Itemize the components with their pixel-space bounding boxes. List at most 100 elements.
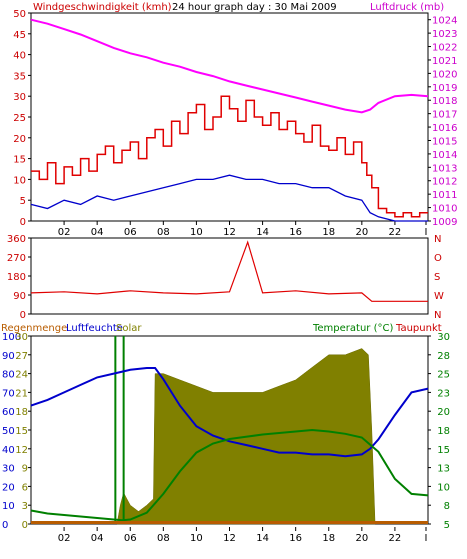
solar-tick-label: 27 [15, 351, 28, 362]
panel3-series [30, 336, 429, 525]
y2-tick-label: 1024 [432, 16, 457, 27]
panel3-dewpoint-label: Taupunkt [395, 323, 442, 334]
y-tick-label: 15 [13, 155, 26, 166]
dir-tick-label: 180 [7, 272, 26, 283]
panel1-left-label: Windgeschwindigkeit (kmh) [33, 2, 172, 13]
hum-tick-label: 0 [2, 520, 8, 531]
solar-tick-label: 30 [15, 332, 28, 343]
solar-tick-label: 9 [22, 464, 28, 475]
hum-tick-label: 40 [2, 445, 15, 456]
hour-tick-label: 18 [322, 227, 335, 238]
temp-tick-label: 5 [444, 520, 450, 531]
hour-tick-label: I [425, 227, 428, 238]
y-tick-label: 20 [13, 134, 26, 145]
solar-tick-label: 0 [22, 520, 28, 531]
y2-tick-label: 1017 [432, 110, 457, 121]
dir-tick-label: 270 [7, 253, 26, 264]
y2-tick-label: 1019 [432, 83, 457, 94]
solar-tick-label: 21 [15, 388, 28, 399]
hum-tick-label: 100 [2, 332, 21, 343]
hum-tick-label: 70 [2, 388, 15, 399]
compass-label: N [434, 310, 441, 321]
temp-tick-label: 10 [437, 482, 450, 493]
compass-label: O [434, 253, 442, 264]
hum-tick-label: 60 [2, 407, 15, 418]
hour-tick-label: 08 [157, 227, 170, 238]
temp-tick-label: 28 [437, 351, 450, 362]
series-temperature [30, 428, 429, 522]
panel1-right-ticks: 1009 1010 1011 1012 1013 1014 1015 1016 1017 1018… [428, 16, 457, 228]
series-pressure [30, 18, 429, 114]
hour-tick-label: 12 [223, 227, 236, 238]
panel-climate: Regenmenge Luftfeuchte Solar Temperatur … [1, 323, 450, 544]
temp-tick-label: 18 [437, 426, 450, 437]
solar-tick-label: 15 [15, 426, 28, 437]
hour-tick-label: I [425, 533, 428, 544]
y2-tick-label: 1020 [432, 69, 457, 80]
hour-tick-label: 10 [190, 227, 203, 238]
dir-tick-label: 0 [20, 310, 26, 321]
panel2-left-ticks: 0 90 180 270 360 [7, 234, 31, 321]
hour-tick-label: 06 [124, 533, 137, 544]
panel3-rain-label: Regenmenge [1, 323, 67, 334]
compass-label: N [434, 234, 441, 245]
y-tick-label: 5 [20, 196, 26, 207]
hum-tick-label: 30 [2, 464, 15, 475]
hour-tick-label: 02 [58, 227, 71, 238]
panel3-solar-label: Solar [116, 323, 142, 334]
temp-tick-label: 13 [437, 464, 450, 475]
panel3-hour-ticks: 02 04 06 08 10 12 14 16 18 20 22 I [58, 527, 428, 544]
hum-tick-label: 80 [2, 370, 15, 381]
y-tick-label: 50 [13, 9, 26, 20]
hour-tick-label: 18 [322, 533, 335, 544]
y2-tick-label: 1011 [432, 190, 457, 201]
hour-tick-label: 02 [58, 533, 71, 544]
y-tick-label: 0 [20, 217, 26, 228]
hour-tick-label: 14 [256, 533, 269, 544]
y-tick-label: 35 [13, 71, 26, 82]
y2-tick-label: 1013 [432, 163, 457, 174]
y-tick-label: 30 [13, 92, 26, 103]
hour-tick-label: 04 [91, 533, 104, 544]
hour-tick-label: 22 [389, 227, 402, 238]
solar-tick-label: 18 [15, 407, 28, 418]
hour-tick-label: 16 [289, 227, 302, 238]
solar-tick-label: 6 [22, 482, 28, 493]
y-tick-label: 40 [13, 51, 26, 62]
temp-tick-label: 15 [437, 445, 450, 456]
y2-tick-label: 1022 [432, 43, 457, 54]
hour-tick-label: 08 [157, 533, 170, 544]
hour-tick-label: 20 [355, 533, 368, 544]
series-wind-direction [30, 240, 428, 302]
y2-tick-label: 1010 [432, 204, 457, 215]
y2-tick-label: 1023 [432, 29, 457, 40]
panel-wind-pressure: Windgeschwindigkeit (kmh) 24 hour graph … [13, 2, 457, 238]
hour-tick-label: 14 [256, 227, 269, 238]
y2-tick-label: 1014 [432, 150, 457, 161]
y-tick-label: 10 [13, 175, 26, 186]
hour-tick-label: 20 [355, 227, 368, 238]
y2-tick-label: 1015 [432, 136, 457, 147]
y2-tick-label: 1021 [432, 56, 457, 67]
temp-tick-label: 23 [437, 388, 450, 399]
solar-tick-label: 3 [22, 501, 28, 512]
hour-tick-label: 22 [389, 533, 402, 544]
hum-tick-label: 20 [2, 482, 15, 493]
temp-tick-label: 25 [437, 370, 450, 381]
hour-tick-label: 12 [223, 533, 236, 544]
hour-tick-label: 04 [91, 227, 104, 238]
temp-tick-label: 8 [444, 501, 450, 512]
hum-tick-label: 50 [2, 426, 15, 437]
hum-tick-label: 10 [2, 501, 15, 512]
hour-tick-label: 10 [190, 533, 203, 544]
y2-tick-label: 1012 [432, 177, 457, 188]
hum-tick-label: 90 [2, 351, 15, 362]
solar-tick-label: 24 [15, 370, 28, 381]
y2-tick-label: 1009 [432, 217, 457, 228]
y2-tick-label: 1016 [432, 123, 457, 134]
panel1-title: 24 hour graph day : 30 Mai 2009 [172, 2, 337, 13]
